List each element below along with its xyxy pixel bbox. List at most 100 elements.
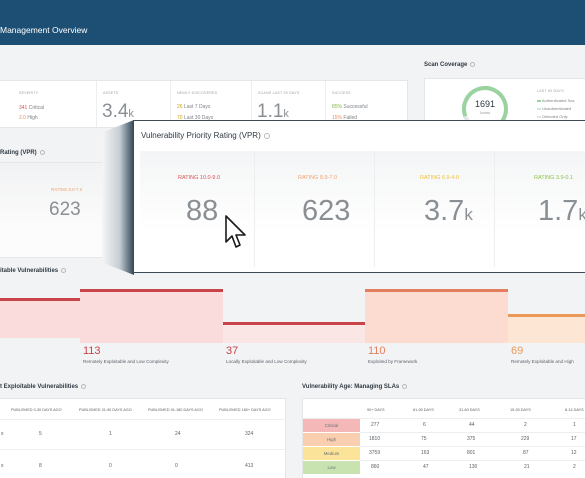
page-title: Management Overview [0,25,88,35]
bar-top [0,298,80,301]
vpr-rating-high[interactable]: RATING 8.9-7.0 623 [254,151,374,267]
table-cell: 1 [573,422,576,428]
severity-cell-high: High [303,433,360,446]
rating-label: RATING 8.9-7.0 [298,175,338,181]
column-header: 31-60 DAYS [459,408,480,412]
table-cell: 21 [524,464,530,470]
table-cell: 2 [573,464,576,470]
success-stat: 85% Successful [332,104,368,110]
vpr-left-card: RATING 8.0-7.0 623 [0,162,106,258]
table-cell: 277 [371,422,380,428]
row-prefix: x [1,431,4,437]
bar-remote-low-2[interactable]: 113 Remotely Exploitable and Low Complex… [80,289,223,364]
assets-value: 3.4k [102,101,134,122]
exploitable-table: PUBLISHED 0-30 DAYS AGO PUBLISHED 31-90 … [0,398,287,478]
bar-remote-low[interactable] [0,298,80,338]
info-icon[interactable] [81,384,87,389]
severity-cell-low: Low [303,461,360,474]
coverage-total-label: Assets [479,111,491,115]
vpr-rating-low[interactable]: RATING 3.9-0.1 1.7k [494,151,585,267]
table-cell: 8 [39,463,42,469]
table-cell: 75 [421,436,427,442]
info-icon[interactable] [61,268,67,273]
bar-top [80,289,223,292]
coverage-total: 1691 [474,99,496,109]
bar-remote-high[interactable]: 69 Remotely Exploitable and High [508,314,585,364]
table-cell: 17 [571,436,577,442]
column-header: 61-90 DAYS [413,408,434,412]
table-cell: 1810 [369,436,381,442]
vpr-zoom-panel: Vulnerability Priority Rating (VPR) RATI… [133,120,585,273]
last7-stat: 26 Last 7 Days [177,104,211,110]
app-header: Management Overview [0,0,585,45]
table-cell: 130 [469,464,478,470]
legend-swatch [537,115,541,118]
divider [251,81,252,127]
vpr-left-rating-value: 623 [49,199,81,220]
rating-label: RATING 3.9-0.1 [534,175,574,181]
column-header: PUBLISHED 91-180 DAYS AGO [148,408,203,412]
legend-authenticated: Authenticated Sca [537,98,574,103]
info-icon[interactable] [470,62,476,67]
severity-label: SEVERITY [19,91,39,95]
legend-swatch [537,107,541,110]
bar-value: 113 [83,345,101,357]
bar-framework[interactable]: 110 Exploited by Framework [365,289,508,364]
row-divider [360,460,585,461]
legend-detected: Detected Only [537,114,567,119]
rating-value: 623 [302,195,351,227]
vpr-rating-critical[interactable]: RATING 10.0-9.0 88 [140,151,250,267]
column-header: 8-14 DAYS [565,408,584,412]
scan-coverage-title: Scan Coverage [424,62,476,68]
table-cell: 2 [524,422,527,428]
exploitable-bars: 113 Remotely Exploitable and Low Complex… [0,284,585,374]
severity-cell-critical: Critical [303,419,360,432]
rating-label: RATING 6.9-4.0 [420,175,460,181]
info-icon[interactable] [402,384,408,389]
divider [96,81,97,127]
bar-top [365,289,508,292]
exploitable-title: itable Vulnerabilities [0,268,67,274]
divider [254,151,255,267]
bar-label: Remotely Exploitable and Low Complexity [83,359,169,364]
bar-label: Locally Exploitable and Low Complexity [226,359,307,364]
row-divider [303,418,585,419]
scans-value: 1.1k [257,101,289,122]
bar-fill [0,301,80,338]
severity-cell-medium: Medium [303,447,360,460]
table-cell: 324 [245,431,254,437]
table-cell: 229 [521,436,530,442]
last30-stat: 70 Last 30 Days [177,115,214,121]
bar-top [223,322,365,325]
info-icon[interactable] [39,150,45,155]
vpr-rating-medium[interactable]: RATING 6.9-4.0 3.7k [374,151,494,267]
row-divider [360,446,585,447]
column-header: PUBLISHED 180+ DAYS AGO [219,408,271,412]
table-cell: 0 [175,463,178,469]
table-cell: 163 [421,450,430,456]
exploitable-table-title: t Exploitable Vulnerabilities [0,384,87,390]
table-cell: 6 [423,422,426,428]
bar-top [508,314,585,317]
bar-local-low[interactable]: 37 Locally Exploitable and Low Complexit… [223,322,365,364]
divider [170,81,171,127]
scans-label: SCANS LAST 90 DAYS [258,91,300,95]
age-table: 90+ DAYS 61-90 DAYS 31-60 DAYS 15-30 DAY… [302,398,585,478]
info-icon[interactable] [263,132,270,139]
divider [325,81,326,127]
rating-value: 88 [186,195,219,227]
vpr-title: Vulnerability Priority Rating (VPR) [141,131,270,140]
bar-label: Remotely Exploitable and High [511,359,574,364]
table-cell: 44 [469,422,475,428]
vpr-ratings: RATING 10.0-9.0 88 RATING 8.9-7.0 623 RA… [140,151,585,267]
column-header: 90+ DAYS [367,408,385,412]
legend-unauthenticated: Unauthenticated [537,106,571,111]
row-divider [0,449,287,450]
rating-value: 3.7k [424,195,473,227]
assets-label: ASSETS [103,91,119,95]
zoom-connector [102,120,134,275]
critical-stat: 341 Critical [19,105,45,111]
bar-label: Exploited by Framework [368,359,418,364]
table-cell: 801 [467,450,476,456]
